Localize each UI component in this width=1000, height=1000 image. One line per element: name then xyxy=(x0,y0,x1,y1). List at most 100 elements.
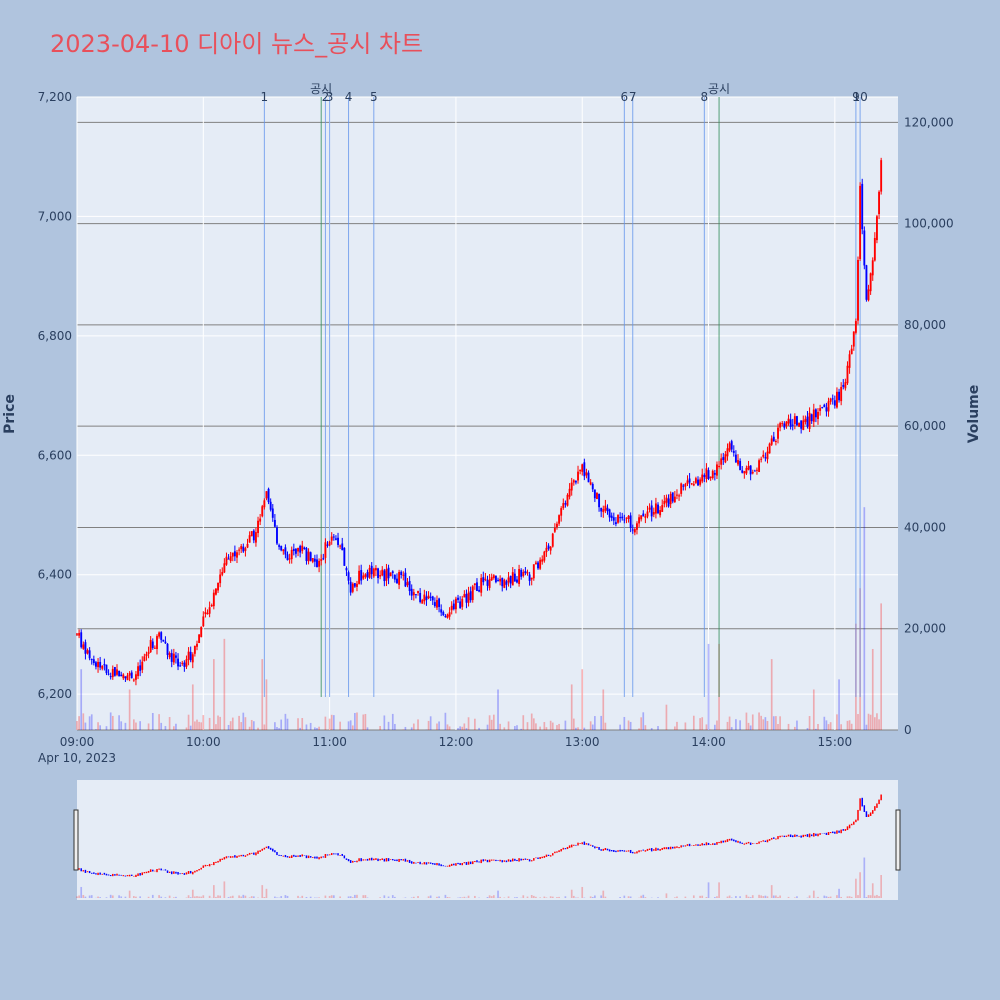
mini-volume-bar xyxy=(305,896,308,898)
mini-volume-bar xyxy=(760,895,763,898)
candle-body xyxy=(153,647,156,649)
candle-body xyxy=(132,679,135,681)
volume-bar xyxy=(189,725,192,730)
volume-bar xyxy=(366,727,369,730)
mini-volume-bar xyxy=(436,896,438,898)
candle-body xyxy=(433,602,436,607)
candle-body xyxy=(406,582,409,586)
volume-bar xyxy=(745,712,748,730)
candle-body xyxy=(779,423,782,428)
candle-body xyxy=(829,398,832,402)
mini-volume-bar xyxy=(160,896,163,898)
volume-tick-label: 120,000 xyxy=(904,115,954,129)
candle-body xyxy=(459,601,462,609)
candle-body xyxy=(734,454,737,463)
candle-body xyxy=(347,572,350,581)
range-slider-left-handle[interactable] xyxy=(73,809,79,871)
candle-body xyxy=(414,594,417,596)
candle-body xyxy=(589,482,592,485)
candle-body xyxy=(438,598,441,607)
candle-body xyxy=(549,546,552,551)
mini-volume-bar xyxy=(749,897,752,898)
volume-bar xyxy=(330,714,333,730)
mini-volume-bar xyxy=(297,895,299,898)
candle-body xyxy=(671,492,674,502)
candle-body xyxy=(663,500,666,505)
candle-body xyxy=(198,634,201,644)
candle-body xyxy=(848,354,851,368)
volume-bar xyxy=(602,689,605,730)
volume-tick-label: 60,000 xyxy=(904,419,946,433)
volume-bar xyxy=(265,679,268,730)
candle-body xyxy=(280,545,283,551)
mini-volume-bar xyxy=(187,895,190,898)
mini-volume-bar xyxy=(417,896,419,898)
candle-body xyxy=(82,644,85,649)
volume-bar xyxy=(764,717,767,730)
main-plot-area[interactable] xyxy=(77,97,898,730)
mini-volume-bar xyxy=(158,895,160,898)
candle-body xyxy=(267,488,270,503)
candle-body xyxy=(124,676,127,679)
volume-bar xyxy=(410,727,413,730)
candle-body xyxy=(610,515,613,518)
candle-body xyxy=(118,670,121,677)
mini-volume-bar xyxy=(231,895,234,898)
volume-bar xyxy=(716,720,718,730)
candle-body xyxy=(196,643,198,647)
volume-bar xyxy=(684,722,687,730)
mini-volume-bar xyxy=(351,897,354,898)
news-label: 9 xyxy=(852,90,860,104)
mini-volume-bar xyxy=(581,886,584,898)
mini-volume-bar xyxy=(878,896,880,898)
mini-volume-bar xyxy=(324,895,327,898)
volume-bar xyxy=(280,719,283,730)
volume-bar xyxy=(758,712,760,730)
candle-body xyxy=(612,517,615,521)
candle-body xyxy=(518,569,521,584)
candle-body xyxy=(880,160,883,192)
range-slider[interactable] xyxy=(77,780,898,900)
candle-body xyxy=(242,546,245,552)
candle-body xyxy=(206,613,209,615)
candle-body xyxy=(806,416,809,427)
mini-volume-bar xyxy=(840,896,843,898)
candle-body xyxy=(793,416,796,424)
range-slider-right-handle[interactable] xyxy=(895,809,901,871)
candle-body xyxy=(827,401,830,412)
mini-volume-bar xyxy=(718,882,720,898)
volume-bar xyxy=(402,729,405,730)
volume-bar xyxy=(257,727,259,730)
candle-body xyxy=(225,556,228,565)
candle-body xyxy=(602,509,605,513)
candle-body xyxy=(669,493,672,505)
candle-body xyxy=(697,479,699,486)
volume-bar xyxy=(263,724,266,730)
candle-body xyxy=(699,479,702,485)
price-gridlines xyxy=(76,96,898,730)
candle-body xyxy=(619,517,622,519)
volume-bar xyxy=(318,726,320,730)
candle-body xyxy=(158,632,161,637)
candle-body xyxy=(812,409,815,422)
candle-body xyxy=(745,467,748,474)
mini-volume-bar xyxy=(309,896,312,898)
candle-body xyxy=(608,509,611,518)
volume-bar xyxy=(286,718,289,730)
mini-volume-bar xyxy=(874,895,876,898)
volume-bar xyxy=(383,715,386,730)
candle-body xyxy=(840,386,843,402)
candle-body xyxy=(444,616,447,618)
candle-body xyxy=(532,564,535,579)
mini-volume-bar xyxy=(716,896,718,898)
candle-body xyxy=(701,474,704,482)
candle-body xyxy=(873,237,876,261)
candle-body xyxy=(852,331,855,347)
candle-body xyxy=(678,495,681,497)
volume-bar xyxy=(674,726,676,730)
news-label: 7 xyxy=(629,90,637,104)
mini-volume-bar xyxy=(699,895,701,898)
volume-bar xyxy=(219,716,221,730)
candle-body xyxy=(728,443,731,451)
